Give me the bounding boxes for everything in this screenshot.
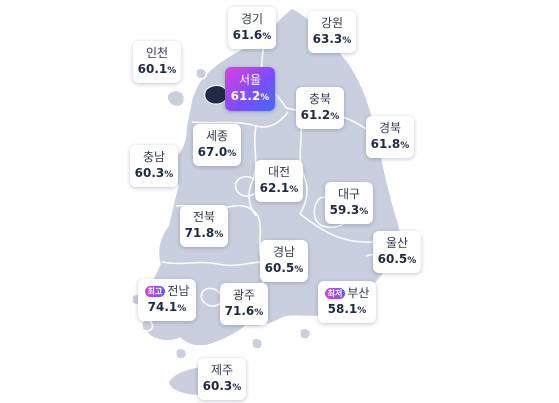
region-name: 대전 bbox=[267, 165, 291, 179]
border-chungnam-chungbuk bbox=[248, 125, 257, 217]
region-rate: 61.2% bbox=[230, 89, 270, 103]
region-rate: 60.3% bbox=[134, 166, 174, 180]
border-chungbuk-gyeongbuk bbox=[299, 115, 308, 215]
region-rate: 62.1% bbox=[259, 181, 299, 195]
region-rate: 59.3% bbox=[329, 203, 369, 217]
region-rate: 63.3% bbox=[312, 32, 352, 46]
region-card-gyeongnam[interactable]: 경남 60.5% bbox=[260, 240, 308, 282]
highest-badge: 최고 bbox=[144, 286, 166, 297]
region-rate: 71.8% bbox=[184, 226, 224, 240]
region-name: 대구 bbox=[337, 187, 361, 201]
region-name: 경남 bbox=[272, 245, 296, 259]
south-island-2 bbox=[299, 327, 312, 340]
border-gyeonggi-chungbuk bbox=[191, 111, 289, 128]
region-card-gyeongbuk[interactable]: 경북 61.8% bbox=[366, 116, 414, 158]
region-card-daejeon[interactable]: 대전 62.1% bbox=[255, 160, 303, 202]
region-rate: 74.1% bbox=[147, 300, 187, 314]
region-rate: 61.8% bbox=[370, 137, 410, 151]
seoul-region bbox=[204, 85, 228, 105]
region-name: 광주 bbox=[232, 288, 256, 302]
region-card-gwangju[interactable]: 광주 71.6% bbox=[220, 283, 268, 325]
region-name: 세종 bbox=[205, 129, 229, 143]
region-name: 충북 bbox=[308, 92, 332, 106]
region-card-incheon[interactable]: 인천 60.1% bbox=[133, 41, 181, 83]
region-name: 경북 bbox=[378, 121, 402, 135]
border-jeonbuk-jeonnam bbox=[161, 261, 263, 267]
region-name: 강원 bbox=[320, 16, 344, 30]
region-rate: 60.1% bbox=[137, 62, 177, 76]
region-rate: 60.3% bbox=[202, 379, 242, 393]
border-gwangju bbox=[200, 287, 223, 307]
region-name: 울산 bbox=[385, 236, 409, 250]
southwest-island-3 bbox=[175, 347, 188, 360]
south-island-1 bbox=[251, 337, 264, 350]
region-name: 서울 bbox=[238, 73, 262, 87]
region-card-seoul[interactable]: 서울 61.2% bbox=[225, 67, 275, 111]
region-card-gyeonggi[interactable]: 경기 61.6% bbox=[228, 7, 276, 49]
border-daejeon bbox=[234, 176, 259, 197]
region-rate: 60.5% bbox=[377, 252, 417, 266]
region-rate: 58.1% bbox=[327, 302, 367, 316]
region-card-jeju[interactable]: 제주 60.3% bbox=[198, 358, 246, 400]
region-name: 경기 bbox=[240, 12, 264, 26]
region-card-gangwon[interactable]: 강원 63.3% bbox=[308, 11, 356, 53]
region-rate: 61.6% bbox=[232, 28, 272, 42]
region-card-chungnam[interactable]: 충남 60.3% bbox=[130, 145, 178, 187]
lowest-badge: 최저 bbox=[324, 288, 346, 299]
region-name: 전북 bbox=[192, 210, 216, 224]
region-card-jeonnam[interactable]: 최고 전남 74.1% bbox=[138, 279, 196, 321]
region-card-jeonbuk[interactable]: 전북 71.8% bbox=[180, 205, 228, 247]
region-name: 인천 bbox=[145, 46, 169, 60]
region-rate: 60.5% bbox=[264, 261, 304, 275]
region-rate: 67.0% bbox=[197, 145, 237, 159]
region-name: 제주 bbox=[210, 363, 234, 377]
region-card-busan[interactable]: 최저 부산 58.1% bbox=[318, 281, 376, 323]
region-name-with-badge: 최고 전남 bbox=[138, 284, 196, 299]
region-card-sejong[interactable]: 세종 67.0% bbox=[193, 124, 241, 166]
region-rate: 71.6% bbox=[224, 304, 264, 318]
incheon-island bbox=[166, 89, 186, 108]
region-card-daegu[interactable]: 대구 59.3% bbox=[325, 182, 373, 224]
region-card-ulsan[interactable]: 울산 60.5% bbox=[373, 231, 421, 273]
region-name: 충남 bbox=[142, 150, 166, 164]
region-card-chungbuk[interactable]: 충북 61.2% bbox=[296, 87, 344, 129]
ganghwa-island bbox=[195, 67, 208, 80]
region-rate: 61.2% bbox=[300, 108, 340, 122]
southwest-island-2 bbox=[141, 319, 154, 332]
region-name-with-badge: 최저 부산 bbox=[318, 286, 376, 301]
